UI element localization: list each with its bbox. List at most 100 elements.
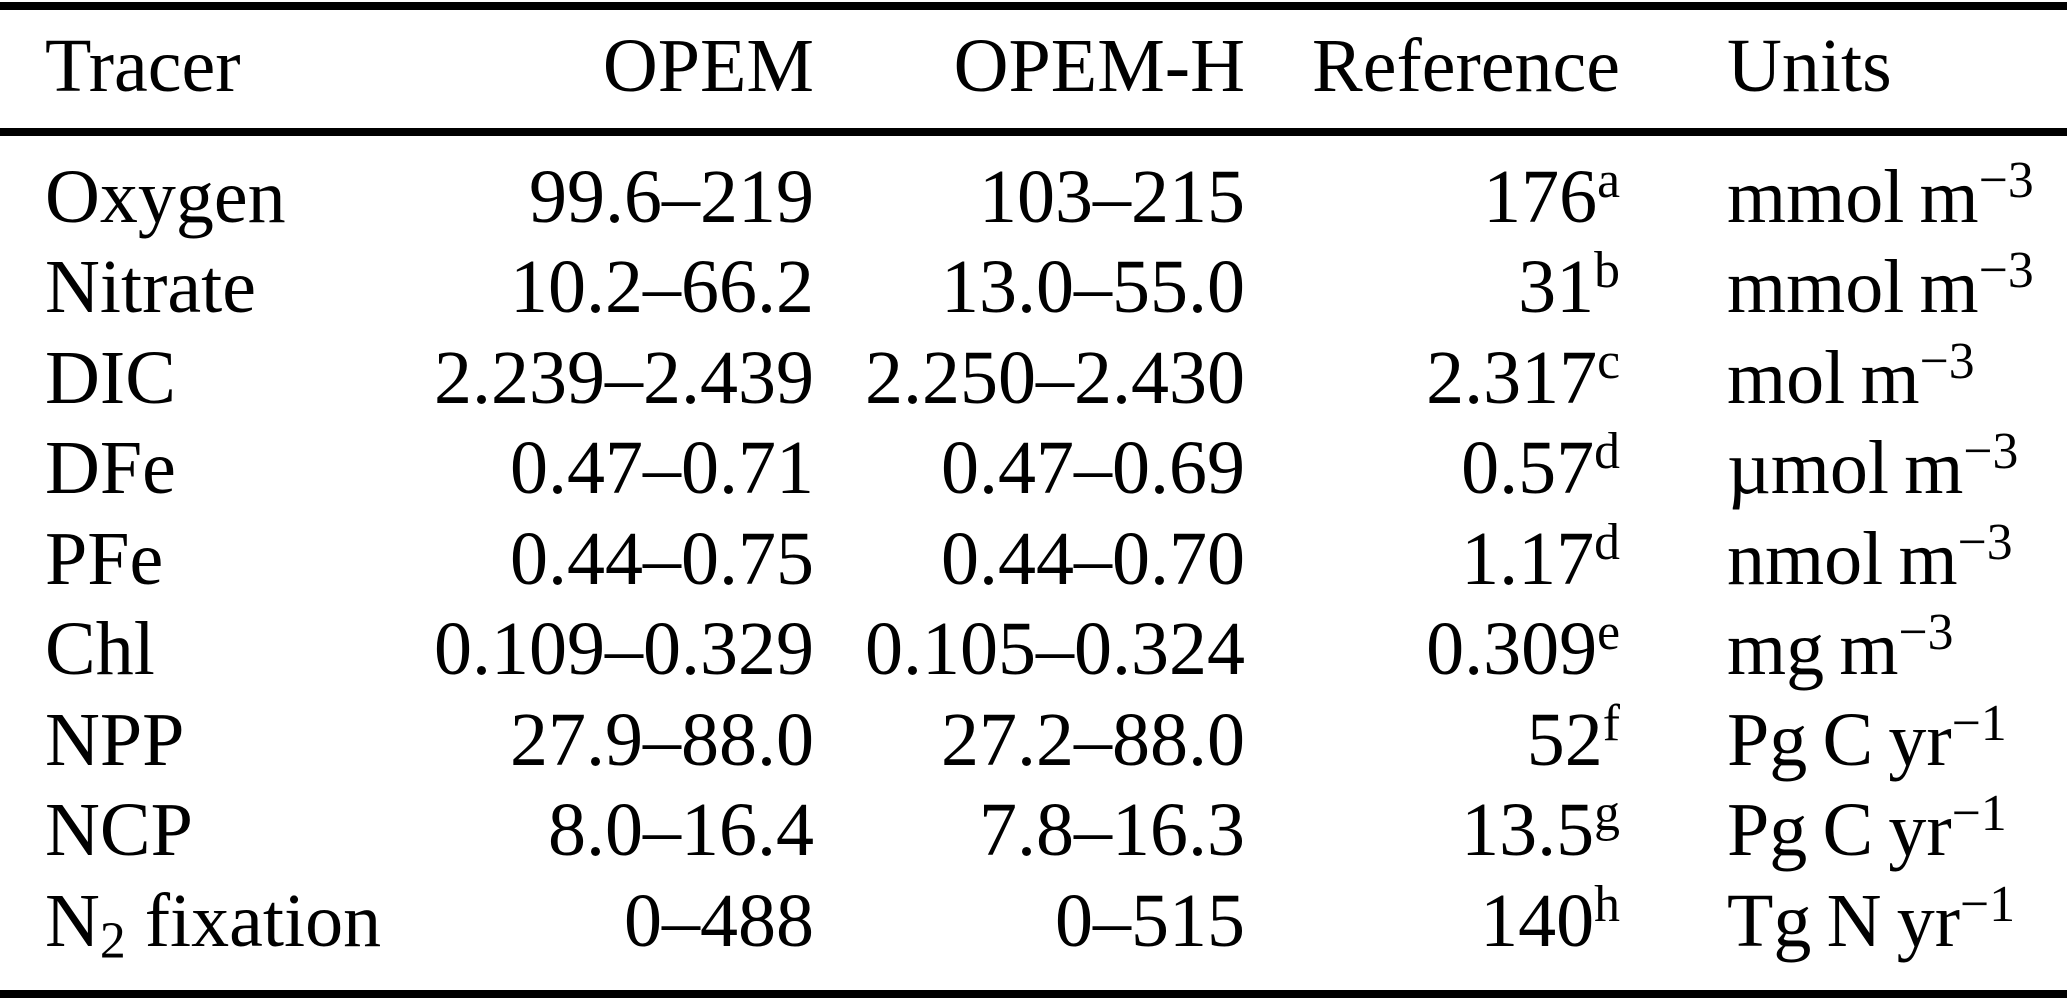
reference-value: 0.57 (1461, 426, 1595, 511)
unit-exponent: −3 (1978, 242, 2034, 300)
table-row: PFe 0.44–0.75 0.44–0.70 1.17d nmol m−3 (0, 514, 2067, 605)
reference-cell: 0.309e (1245, 606, 1620, 693)
unit-text: Pg C yr (1727, 788, 1952, 873)
column-header-opem-h: OPEM-H (953, 23, 1245, 108)
reference-cell: 0.57d (1245, 425, 1620, 512)
unit-text: nmol m (1727, 516, 1958, 601)
table-top-rule (0, 2, 2067, 10)
units-cell: Pg C yr−1 (1620, 787, 2067, 874)
tracer-text: Oxygen (45, 154, 286, 239)
units-cell: Tg N yr−1 (1620, 878, 2067, 965)
opem-h-value: 7.8–16.3 (979, 788, 1245, 873)
reference-value: 31 (1518, 245, 1595, 330)
tracer-cell: Chl (0, 606, 333, 693)
reference-note: g (1594, 785, 1620, 843)
reference-cell: 13.5g (1245, 787, 1620, 874)
table-body: Oxygen 99.6–219 103–215 176a mmol m−3 Ni… (0, 136, 2067, 967)
reference-note: b (1594, 242, 1620, 300)
table-row: Oxygen 99.6–219 103–215 176a mmol m−3 (0, 152, 2067, 243)
table-row: NCP 8.0–16.4 7.8–16.3 13.5g Pg C yr−1 (0, 786, 2067, 877)
reference-value: 1.17 (1461, 516, 1595, 601)
units-cell: mmol m−3 (1620, 244, 2067, 331)
tracer-text: NCP (45, 788, 193, 873)
reference-cell: 140h (1245, 878, 1620, 965)
units-cell: Pg C yr−1 (1620, 697, 2067, 784)
table-row: N2 fixation 0–488 0–515 140h Tg N yr−1 (0, 876, 2067, 967)
tracer-cell: NPP (0, 697, 333, 784)
opem-h-value: 13.0–55.0 (941, 245, 1245, 330)
tracer-text: N (45, 878, 100, 963)
column-header-units: Units (1727, 23, 1892, 108)
tracer-text: DIC (45, 335, 176, 420)
reference-note: c (1597, 332, 1620, 390)
tracer-cell: Nitrate (0, 244, 333, 331)
reference-note: f (1602, 694, 1620, 752)
reference-value: 176 (1483, 154, 1598, 239)
reference-note: a (1597, 151, 1620, 209)
opem-value: 99.6–219 (529, 154, 814, 239)
tracer-cell: DIC (0, 335, 333, 422)
units-cell: mmol m−3 (1620, 154, 2067, 241)
opem-h-value: 0.47–0.69 (941, 426, 1245, 511)
reference-note: d (1594, 513, 1620, 571)
unit-exponent: −3 (1963, 423, 2019, 481)
opem-h-value: 0–515 (1055, 878, 1245, 963)
opem-value: 0.47–0.71 (510, 426, 814, 511)
column-header-reference: Reference (1312, 23, 1620, 108)
opem-value: 27.9–88.0 (510, 697, 814, 782)
table-header-row: Tracer OPEM OPEM-H Reference Units (0, 10, 2067, 122)
unit-exponent: −3 (1898, 604, 1954, 662)
opem-h-value: 0.44–0.70 (941, 516, 1245, 601)
reference-note: h (1594, 875, 1620, 933)
table-row: DIC 2.239–2.439 2.250–2.430 2.317c mol m… (0, 333, 2067, 424)
tracer-text: Nitrate (45, 245, 257, 330)
tracer-cell: PFe (0, 516, 333, 603)
reference-cell: 176a (1245, 154, 1620, 241)
column-header-opem: OPEM (602, 23, 814, 108)
tracer-suffix: fixation (125, 878, 382, 963)
opem-h-value: 0.105–0.324 (865, 607, 1245, 692)
opem-value: 0–488 (624, 878, 814, 963)
table-header-rule (0, 128, 2067, 136)
reference-cell: 52f (1245, 697, 1620, 784)
table-row: DFe 0.47–0.71 0.47–0.69 0.57d µmol m−3 (0, 424, 2067, 515)
units-cell: mg m−3 (1620, 606, 2067, 693)
opem-h-value: 27.2–88.0 (941, 697, 1245, 782)
table-row: Nitrate 10.2–66.2 13.0–55.0 31b mmol m−3 (0, 243, 2067, 334)
unit-exponent: −1 (1951, 785, 2007, 843)
reference-cell: 31b (1245, 244, 1620, 331)
tracer-cell: N2 fixation (0, 878, 381, 967)
tracer-cell: NCP (0, 787, 333, 874)
reference-value: 0.309 (1426, 607, 1598, 692)
tracer-text: NPP (45, 697, 185, 782)
tracer-subscript: 2 (99, 912, 126, 970)
table-row: Chl 0.109–0.329 0.105–0.324 0.309e mg m−… (0, 605, 2067, 696)
unit-exponent: −1 (1951, 694, 2007, 752)
unit-exponent: −3 (1978, 151, 2034, 209)
opem-value: 0.109–0.329 (434, 607, 814, 692)
reference-note: d (1594, 423, 1620, 481)
reference-cell: 2.317c (1245, 335, 1620, 422)
opem-value: 8.0–16.4 (548, 788, 814, 873)
unit-exponent: −1 (1960, 875, 2016, 933)
unit-text: Pg C yr (1727, 697, 1952, 782)
unit-exponent: −3 (1957, 513, 2013, 571)
tracer-text: Chl (45, 607, 155, 692)
reference-value: 52 (1526, 697, 1603, 782)
opem-value: 0.44–0.75 (510, 516, 814, 601)
opem-value: 2.239–2.439 (434, 335, 814, 420)
column-header-tracer: Tracer (45, 23, 241, 108)
unit-exponent: −3 (1919, 332, 1975, 390)
tracer-text: DFe (45, 426, 176, 511)
unit-text: mmol m (1727, 154, 1979, 239)
opem-h-value: 2.250–2.430 (865, 335, 1245, 420)
table-bottom-rule (0, 990, 2067, 998)
reference-value: 13.5 (1461, 788, 1595, 873)
reference-value: 140 (1480, 878, 1595, 963)
tracer-cell: DFe (0, 425, 333, 512)
tracer-text: PFe (45, 516, 164, 601)
reference-note: e (1597, 604, 1620, 662)
unit-text: µmol m (1727, 426, 1964, 511)
units-cell: mol m−3 (1620, 335, 2067, 422)
units-cell: nmol m−3 (1620, 516, 2067, 603)
